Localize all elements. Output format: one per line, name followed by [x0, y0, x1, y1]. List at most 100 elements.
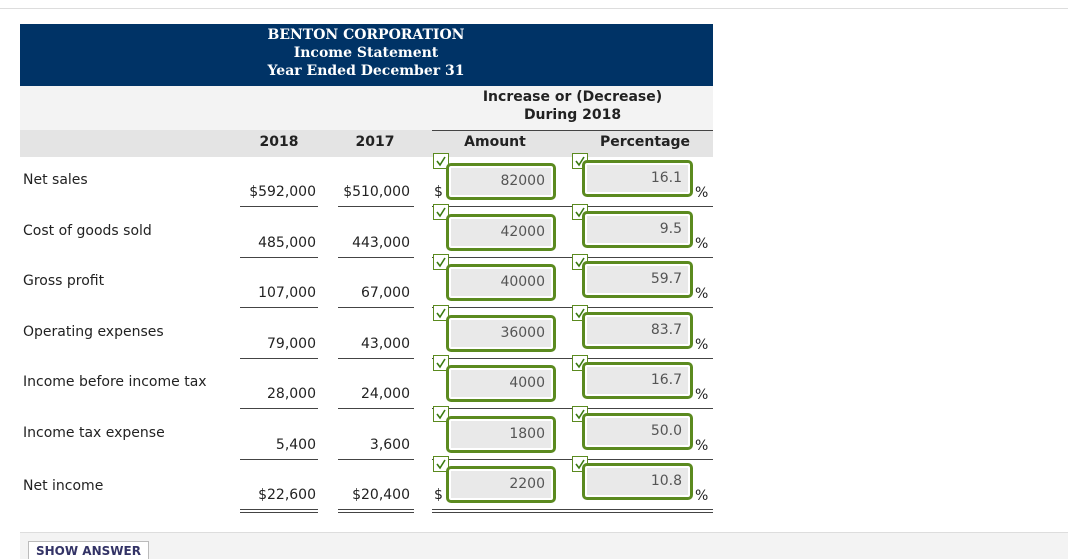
- check-icon: [436, 358, 446, 369]
- check-icon: [436, 156, 446, 167]
- column-header: 2018: [259, 134, 299, 150]
- percentage-input: 50.0: [582, 412, 693, 450]
- column-header: 2017: [355, 134, 395, 150]
- value-2017: $20,400: [352, 487, 410, 503]
- row-rule: [338, 256, 414, 258]
- percent-symbol: %: [695, 437, 709, 454]
- value-2017: 3,600: [369, 436, 410, 453]
- amount-input: 4000: [446, 365, 556, 402]
- amount-check: [433, 456, 449, 472]
- percent-symbol: %: [695, 387, 709, 403]
- row-rule: [338, 509, 414, 510]
- value-2018: 28,000: [267, 386, 316, 402]
- check-icon: [575, 358, 585, 369]
- amount-symbol: $: [434, 184, 443, 200]
- percent-symbol: %: [695, 185, 709, 201]
- value-2018: $22,600: [258, 487, 316, 503]
- percentage-input: 10.8: [582, 463, 693, 500]
- row-rule: [338, 307, 414, 308]
- value-2018: $592,000: [249, 184, 316, 200]
- value-2017: 43,000: [361, 335, 410, 352]
- row-rule: [240, 206, 318, 207]
- row-rule: [240, 408, 318, 409]
- footer-band: [20, 532, 1068, 559]
- value-2018: 5,400: [275, 436, 316, 453]
- value-2018: 79,000: [267, 335, 316, 352]
- row-label: Income tax expense: [23, 424, 165, 441]
- percentage-input: 83.7: [582, 311, 693, 349]
- row-label: Operating expenses: [23, 323, 164, 340]
- check-icon: [575, 308, 585, 318]
- amount-input: 42000: [446, 213, 556, 251]
- double-rule: [338, 512, 414, 513]
- value-2017: 443,000: [352, 234, 410, 251]
- header-band: [20, 24, 713, 86]
- row-rule: [240, 509, 318, 510]
- row-rule: [338, 408, 414, 409]
- check-icon: [575, 409, 585, 419]
- group-header: Increase or (Decrease): [482, 89, 663, 105]
- row-rule: [338, 357, 414, 359]
- double-rule: [432, 512, 713, 513]
- amount-symbol: $: [434, 487, 443, 503]
- period: Year Ended December 31: [267, 63, 465, 79]
- percentage-input: 59.7: [582, 261, 693, 298]
- check-icon: [436, 409, 446, 419]
- amount-check: [433, 405, 449, 422]
- amount-check: [433, 304, 449, 321]
- row-rule: [240, 256, 318, 258]
- amount-check: [433, 203, 449, 220]
- value-2017: 24,000: [361, 386, 410, 402]
- percent-symbol: %: [695, 286, 709, 302]
- group-rule: [432, 130, 713, 131]
- column-header: Amount: [464, 134, 526, 150]
- value-2017: 67,000: [361, 285, 410, 301]
- percentage-input: 16.7: [582, 362, 693, 399]
- value-2018: 107,000: [258, 285, 316, 301]
- row-rule: [240, 307, 318, 308]
- group-header: During 2018: [523, 107, 622, 123]
- check-icon: [436, 257, 446, 268]
- value-2017: $510,000: [343, 184, 410, 200]
- check-icon: [436, 459, 446, 470]
- check-icon: [575, 207, 585, 217]
- check-icon: [436, 308, 446, 318]
- row-label: Income before income tax: [23, 374, 207, 390]
- amount-input: 82000: [446, 163, 556, 200]
- row-label: Net sales: [23, 172, 88, 188]
- amount-input: 36000: [446, 314, 556, 352]
- double-rule: [240, 512, 318, 513]
- amount-input: 1800: [446, 415, 556, 453]
- percent-symbol: %: [695, 235, 709, 252]
- row-rule: [240, 458, 318, 460]
- row-label: Gross profit: [23, 273, 105, 289]
- check-icon: [575, 257, 585, 268]
- row-rule: [240, 357, 318, 359]
- percentage-input: 16.1: [582, 160, 693, 197]
- column-header: Percentage: [599, 134, 691, 150]
- amount-check: [433, 153, 449, 169]
- company-name: BENTON CORPORATION: [267, 27, 465, 43]
- row-label: Cost of goods sold: [23, 222, 152, 239]
- subheader-band: [20, 86, 713, 130]
- column-header-band: [20, 130, 713, 157]
- percent-symbol: %: [695, 488, 709, 504]
- check-icon: [575, 459, 585, 470]
- check-icon: [575, 156, 585, 167]
- row-rule: [338, 206, 414, 207]
- amount-input: 2200: [446, 466, 556, 503]
- row-rule: [432, 509, 713, 510]
- value-2018: 485,000: [258, 234, 316, 251]
- show-answer-button[interactable]: SHOW ANSWER: [28, 541, 149, 559]
- row-label: Net income: [23, 478, 104, 494]
- amount-check: [433, 355, 449, 371]
- statement-name: Income Statement: [293, 45, 439, 61]
- row-rule: [338, 458, 414, 460]
- amount-input: 40000: [446, 264, 556, 301]
- check-icon: [436, 207, 446, 217]
- percent-symbol: %: [695, 336, 709, 353]
- top-border: [0, 8, 1068, 9]
- percentage-input: 9.5: [582, 210, 693, 248]
- amount-check: [433, 254, 449, 270]
